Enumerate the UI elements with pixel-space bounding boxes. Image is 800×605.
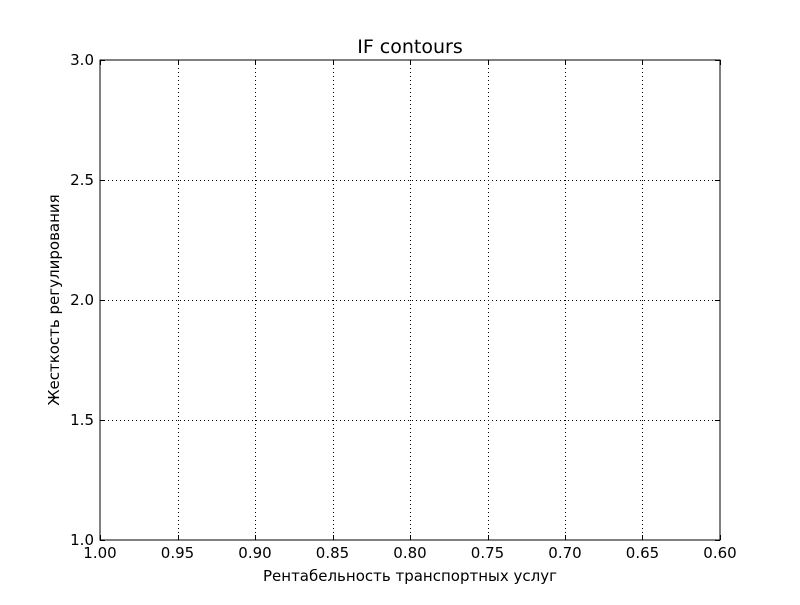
y-tick-label: 1.0 [70, 531, 94, 549]
x-tick-label: 0.65 [626, 544, 659, 562]
y-axis-label: Жесткость регулирования [45, 194, 63, 405]
x-tick-label: 0.95 [161, 544, 194, 562]
tick-layer: 1.00 0.95 0.90 0.85 0.80 0.75 0.70 0.65 0.60 1.0 1… [70, 51, 737, 562]
x-tick-label: 0.60 [703, 544, 736, 562]
y-tick-label: 2.5 [70, 171, 94, 189]
y-tick-label: 2.0 [70, 291, 94, 309]
y-tick-label: 3.0 [70, 51, 94, 69]
chart-title: IF contours [357, 36, 463, 58]
x-tick-label: 0.75 [471, 544, 504, 562]
x-tick-label: 0.80 [393, 544, 426, 562]
x-tick-label: 1.00 [83, 544, 116, 562]
x-axis-label: Рентабельность транспортных услуг [263, 567, 557, 585]
x-tick-label: 0.85 [316, 544, 349, 562]
x-tick-label: 0.90 [238, 544, 271, 562]
x-tick-label: 0.70 [548, 544, 581, 562]
y-tick-label: 1.5 [70, 411, 94, 429]
grid-layer [100, 60, 720, 540]
